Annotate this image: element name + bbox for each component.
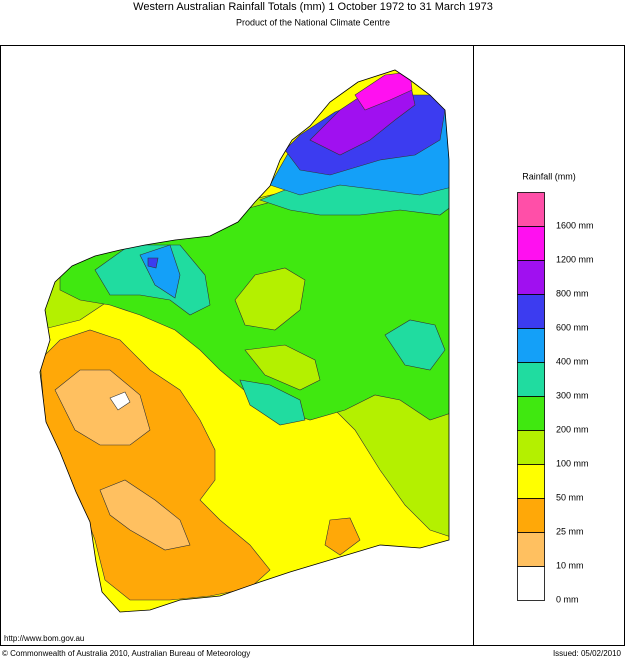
legend-label: 200 mm: [556, 424, 589, 434]
rainfall-map: [40, 70, 449, 612]
legend-label: 100 mm: [556, 458, 589, 468]
legend-label: 50 mm: [556, 492, 584, 502]
zone: [234, 267, 321, 391]
title: Western Australian Rainfall Totals (mm) …: [133, 1, 493, 13]
zone: [109, 391, 131, 411]
legend-swatch: [517, 362, 545, 397]
map-frame: [0, 45, 625, 646]
legend-label: 0 mm: [556, 594, 579, 604]
legend-swatch: [517, 566, 545, 601]
legend-label: 1200 mm: [556, 254, 594, 264]
legend-swatch: [517, 532, 545, 567]
legend-swatch: [517, 260, 545, 295]
subtitle: Product of the National Climate Centre: [236, 17, 390, 27]
footer-issued: Issued: 05/02/2010: [553, 649, 622, 658]
legend-label: 10 mm: [556, 560, 584, 570]
legend-label: 25 mm: [556, 526, 584, 536]
legend-label: 300 mm: [556, 390, 589, 400]
zone: [94, 119, 449, 426]
legend-swatch: [517, 430, 545, 465]
legend: 1600 mm 1200 mm 800 mm 600 mm 400 mm 300 mm 20…: [517, 192, 594, 604]
legend-label: 400 mm: [556, 356, 589, 366]
legend-swatch: [517, 464, 545, 499]
legend-swatch: [517, 328, 545, 363]
footer-url: http://www.bom.gov.au: [4, 634, 84, 643]
legend-swatch: [517, 192, 545, 227]
legend-title: Rainfall (mm): [522, 171, 576, 181]
legend-swatch: [517, 294, 545, 329]
legend-label: 1600 mm: [556, 220, 594, 230]
legend-swatch: [517, 226, 545, 261]
legend-swatch: [517, 498, 545, 533]
legend-label: 600 mm: [556, 322, 589, 332]
footer-copyright: © Commonwealth of Australia 2010, Austra…: [2, 649, 250, 658]
zone: [54, 369, 191, 551]
zone: [354, 71, 413, 111]
legend-swatch: [517, 396, 545, 431]
legend-label: 800 mm: [556, 288, 589, 298]
